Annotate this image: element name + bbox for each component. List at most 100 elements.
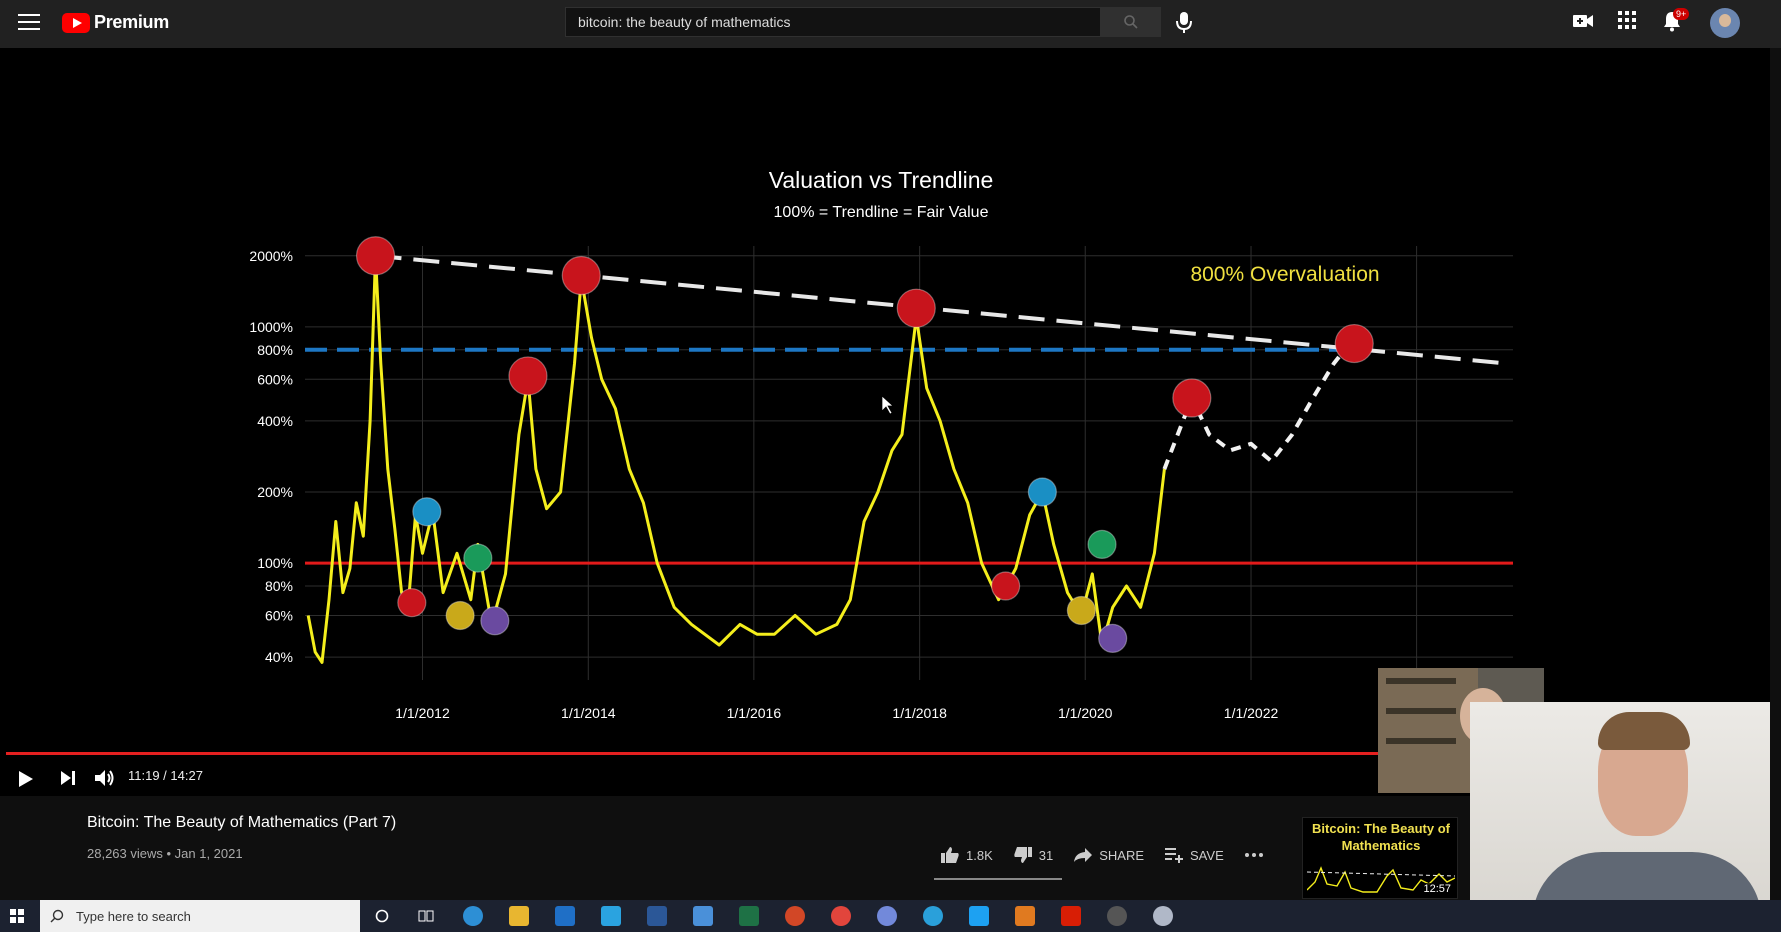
y-tick-label: 40% [265, 649, 293, 665]
chart-subtitle: 100% = Trendline = Fair Value [774, 204, 989, 221]
marker-gold [445, 600, 475, 631]
like-count: 1.8K [966, 847, 993, 863]
like-button[interactable]: 1.8K [940, 846, 993, 864]
powerpoint-icon[interactable] [785, 906, 805, 926]
marker-red [561, 255, 601, 296]
webcam-presenter [1470, 702, 1770, 932]
marker-red [1172, 378, 1212, 418]
playlist-add-icon [1165, 848, 1184, 863]
video-title: Bitcoin: The Beauty of Mathematics (Part… [87, 814, 397, 831]
save-label: SAVE [1190, 847, 1224, 863]
store-icon[interactable] [693, 906, 713, 926]
share-button[interactable]: SHARE [1073, 847, 1144, 863]
y-tick-label: 1000% [249, 319, 293, 335]
chart-markers [355, 236, 1374, 654]
x-tick-label: 1/1/2020 [1058, 705, 1113, 721]
price-series-line [306, 254, 1166, 664]
search-input[interactable]: bitcoin: the beauty of mathematics [565, 7, 1101, 37]
y-tick-label: 80% [265, 578, 293, 594]
marker-blue [1027, 477, 1057, 507]
marker-green [1087, 529, 1117, 560]
y-tick-label: 100% [257, 555, 293, 571]
x-tick-label: 1/1/2012 [395, 705, 450, 721]
overvaluation-annotation: 800% Overvaluation [1190, 263, 1379, 286]
brand-label: Premium [94, 12, 169, 32]
time-display: 11:19 / 14:27 [128, 768, 203, 783]
marker-green [463, 543, 493, 573]
marker-red [508, 356, 548, 396]
cortana-icon[interactable] [375, 909, 389, 923]
valuation-chart: 40% 60% 80% 100% 200% 400% 600% 800% 1000% 2000% 1… [249, 167, 1513, 721]
word-icon[interactable] [647, 906, 667, 926]
acrobat-icon[interactable] [1061, 906, 1081, 926]
up-next-duration: 12:57 [1421, 883, 1453, 895]
chart-ticks: 40% 60% 80% 100% 200% 400% 600% 800% 1000% 2000% 1… [249, 248, 1444, 721]
more-options-icon[interactable] [1244, 852, 1264, 858]
up-next-thumbnail[interactable]: Bitcoin: The Beauty of Mathematics 12:57 [1302, 817, 1458, 899]
y-tick-label: 200% [257, 484, 293, 500]
search-icon [1124, 15, 1138, 29]
next-icon[interactable] [60, 770, 76, 786]
projection-series-line [1162, 336, 1356, 470]
marker-red [991, 571, 1021, 601]
file-explorer-icon[interactable] [509, 906, 529, 926]
marker-red [397, 588, 427, 618]
x-tick-label: 1/1/2016 [727, 705, 782, 721]
taskbar-search-icon [50, 909, 64, 923]
windows-start-icon[interactable] [10, 909, 24, 923]
volume-icon[interactable] [94, 768, 116, 788]
menu-icon[interactable] [18, 14, 40, 32]
thumbs-down-icon [1014, 847, 1032, 863]
excel-icon[interactable] [739, 906, 759, 926]
thumbnail-mini-chart [1307, 866, 1455, 893]
x-tick-label: 1/1/2018 [892, 705, 947, 721]
y-tick-label: 600% [257, 371, 293, 387]
share-icon [1074, 848, 1093, 862]
twitter-icon[interactable] [969, 906, 989, 926]
create-video-icon[interactable] [1572, 10, 1594, 32]
mouse-cursor-icon [881, 395, 894, 415]
avatar[interactable] [1710, 8, 1740, 38]
youtube-play-icon [62, 12, 90, 33]
app-icon[interactable] [1153, 906, 1173, 926]
top-bar: Premium bitcoin: the beauty of mathemati… [0, 0, 1781, 48]
chart-title: Valuation vs Trendline [769, 167, 994, 193]
dislike-button[interactable]: 31 [1013, 846, 1053, 864]
l-app-icon[interactable] [601, 906, 621, 926]
task-view-icon[interactable] [418, 908, 434, 924]
x-tick-label: 1/1/2014 [561, 705, 616, 721]
save-button[interactable]: SAVE [1164, 847, 1224, 863]
play-icon[interactable] [18, 770, 34, 788]
marker-purple [480, 606, 510, 636]
marker-red [1334, 323, 1374, 364]
search-button[interactable] [1101, 7, 1161, 37]
discord-icon[interactable] [877, 906, 897, 926]
thumbs-up-icon [941, 847, 959, 863]
like-ratio-bar [934, 878, 1062, 880]
chrome-icon[interactable] [831, 906, 851, 926]
share-label: SHARE [1099, 847, 1145, 863]
marker-blue [412, 497, 442, 527]
marker-purple [1098, 623, 1128, 654]
y-tick-label: 800% [257, 342, 293, 358]
matlab-icon[interactable] [1015, 906, 1035, 926]
progress-bar[interactable] [6, 752, 1384, 755]
dislike-count: 31 [1038, 847, 1054, 863]
edge-icon[interactable] [463, 906, 483, 926]
video-meta: 28,263 views • Jan 1, 2021 [87, 846, 243, 861]
mail-icon[interactable] [555, 906, 575, 926]
video-actions: 1.8K 31 SHARE SAVE [940, 846, 1264, 864]
telegram-icon[interactable] [923, 906, 943, 926]
y-tick-label: 400% [257, 413, 293, 429]
player-controls: 11:19 / 14:27 [0, 756, 1400, 796]
obs-icon[interactable] [1107, 906, 1127, 926]
microphone-icon[interactable] [1175, 10, 1193, 34]
up-next-title: Bitcoin: The Beauty of Mathematics [1312, 821, 1450, 853]
youtube-logo[interactable]: Premium [62, 12, 169, 33]
taskbar-search-input[interactable]: Type here to search [40, 900, 360, 932]
x-tick-label: 1/1/2022 [1224, 705, 1279, 721]
marker-red [355, 236, 396, 276]
chart-series [306, 254, 1356, 664]
apps-grid-icon[interactable] [1617, 10, 1637, 30]
marker-gold [1066, 595, 1096, 626]
